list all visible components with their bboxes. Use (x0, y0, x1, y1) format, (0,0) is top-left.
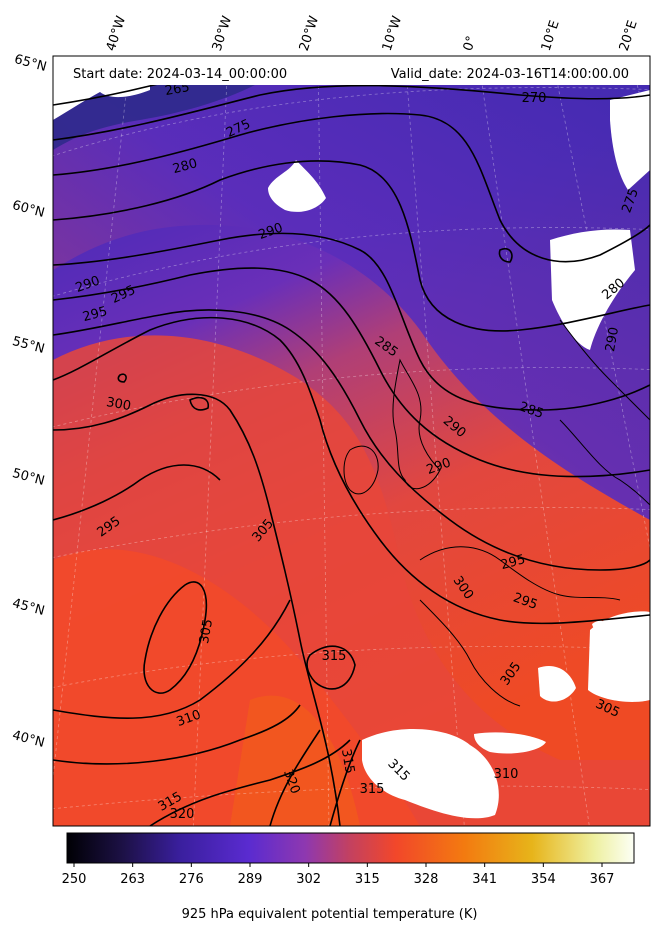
colorbar-tick-label: 354 (530, 872, 556, 887)
valid-date-label: Valid_date: 2024-03-16T14:00:00.00 (390, 67, 629, 82)
colorbar-tick-label: 315 (354, 872, 380, 887)
contour-label: 315 (360, 782, 385, 797)
colorbar-ramp (66, 832, 635, 864)
colorbar-tick-label: 341 (472, 872, 498, 887)
colorbar-tick-label: 367 (589, 872, 615, 887)
land-mask-iberia-east (474, 732, 546, 754)
land-mask-small (592, 620, 608, 632)
contour-label: 295 (81, 304, 109, 325)
cold-airmass-north (53, 56, 650, 520)
graticule (53, 56, 650, 826)
contour-label: 320 (170, 807, 195, 822)
coastlines (343, 319, 650, 707)
contour-label: 305 (197, 618, 216, 645)
contour-label: 270 (522, 91, 547, 106)
land-mask-norway (550, 229, 635, 350)
contour-label: 300 (105, 395, 132, 414)
contour-label: 280 (171, 156, 199, 177)
colorbar-title: 925 hPa equivalent potential temperature… (181, 907, 478, 922)
colorbar-tick-label: 276 (178, 872, 204, 887)
contour-lines (53, 59, 650, 826)
land-mask-iberia (362, 729, 499, 819)
contour-label: 310 (494, 767, 519, 782)
map-frame (52, 55, 651, 827)
contour-label: 295 (499, 552, 527, 573)
colorbar-tick-label: 250 (61, 872, 87, 887)
colorbar-tick-label: 289 (237, 872, 263, 887)
start-date-label: Start date: 2024-03-14_00:00:00 (73, 67, 288, 82)
colorbar-tick-label: 263 (120, 872, 146, 887)
colorbar-tick-label: 302 (296, 872, 322, 887)
warm-core-south (230, 695, 360, 826)
land-mask-scandinavia-north (610, 90, 650, 190)
land-mask-pyrenees (538, 666, 576, 702)
land-mask-alps (588, 611, 650, 702)
land-mask-iceland (268, 160, 326, 212)
date-banner (53, 56, 650, 85)
contour-label: 315 (338, 748, 357, 775)
contour-label: 290 (603, 326, 622, 353)
colorbar-tick-label: 328 (413, 872, 439, 887)
colorbar-tick-marks (73, 863, 603, 867)
contour-label: 315 (322, 649, 347, 664)
